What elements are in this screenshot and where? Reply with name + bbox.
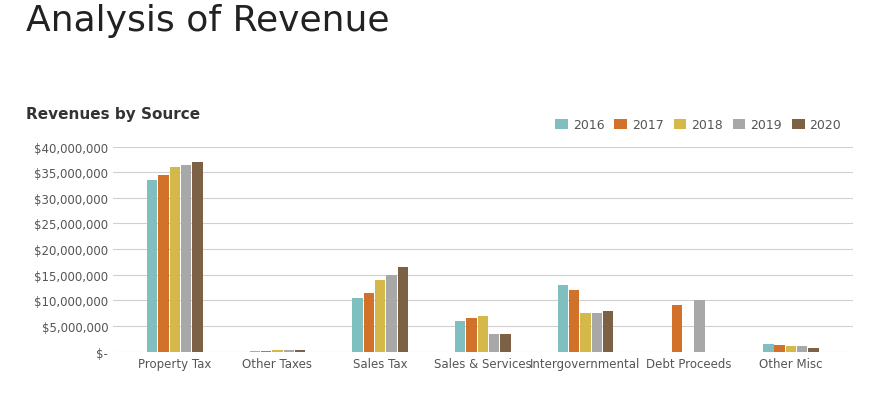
- Bar: [762, 344, 773, 352]
- Bar: [568, 290, 579, 352]
- Bar: [693, 301, 704, 352]
- Bar: [397, 267, 408, 352]
- Bar: [261, 351, 271, 352]
- Bar: [773, 346, 784, 352]
- Bar: [477, 316, 488, 352]
- Bar: [283, 350, 294, 352]
- Bar: [181, 165, 191, 352]
- Bar: [591, 313, 601, 352]
- Bar: [147, 180, 157, 352]
- Legend: 2016, 2017, 2018, 2019, 2020: 2016, 2017, 2018, 2019, 2020: [550, 114, 846, 137]
- Bar: [386, 275, 396, 352]
- Bar: [500, 334, 510, 352]
- Bar: [158, 175, 169, 352]
- Bar: [488, 334, 499, 352]
- Bar: [602, 311, 613, 352]
- Bar: [807, 348, 818, 352]
- Bar: [580, 313, 590, 352]
- Bar: [375, 280, 385, 352]
- Bar: [192, 162, 202, 352]
- Bar: [352, 298, 362, 352]
- Text: Analysis of Revenue: Analysis of Revenue: [26, 4, 389, 38]
- Bar: [363, 293, 374, 352]
- Text: Revenues by Source: Revenues by Source: [26, 106, 200, 121]
- Bar: [249, 351, 260, 352]
- Bar: [671, 306, 681, 352]
- Bar: [796, 346, 806, 352]
- Bar: [295, 350, 305, 352]
- Bar: [272, 350, 282, 352]
- Bar: [785, 346, 795, 352]
- Bar: [454, 321, 465, 352]
- Bar: [169, 168, 180, 352]
- Bar: [466, 319, 476, 352]
- Bar: [557, 285, 567, 352]
